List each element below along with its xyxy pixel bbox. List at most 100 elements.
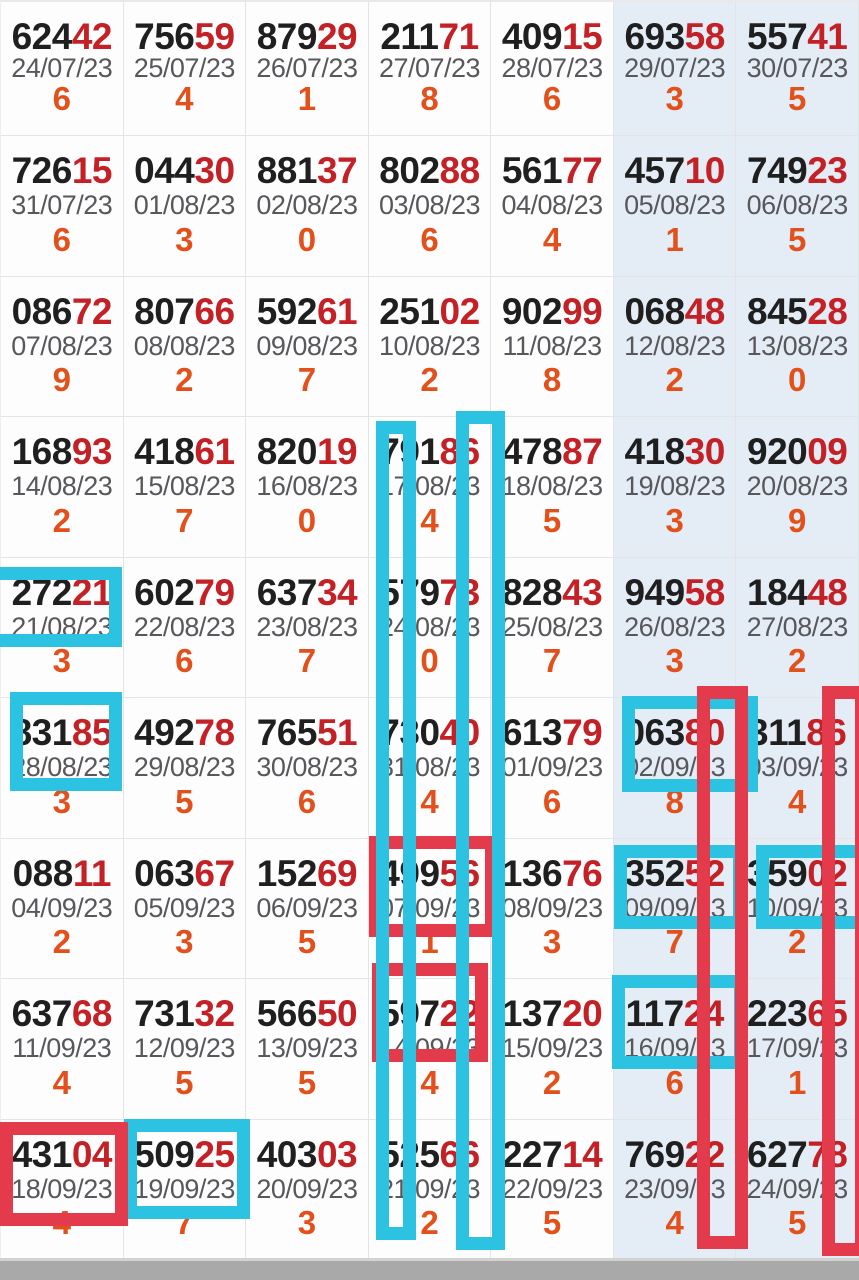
result-number-suffix: 69 [316, 852, 358, 894]
result-cell: 62442 24/07/23 6 [1, 2, 124, 136]
result-cell: 56650 13/09/23 5 [246, 979, 369, 1120]
result-number-suffix: 58 [684, 16, 726, 57]
result-number-suffix: 50 [316, 993, 358, 1034]
highlight-red-43104 [0, 1122, 128, 1226]
result-date: 20/09/23 [256, 1173, 358, 1204]
result-number: 25102 [379, 290, 480, 332]
result-number-suffix: 32 [194, 993, 235, 1034]
result-digit: 2 [788, 642, 807, 679]
result-digit: 7 [175, 501, 194, 539]
result-date: 26/08/23 [624, 611, 726, 642]
result-number-suffix: 78 [194, 712, 235, 753]
result-date: 01/08/23 [133, 190, 236, 221]
result-number: 22714 [502, 1136, 603, 1173]
result-number: 84528 [747, 290, 848, 332]
result-number-prefix: 418 [134, 431, 195, 472]
result-digit: 3 [175, 220, 194, 258]
result-digit: 3 [297, 1204, 317, 1241]
result-number: 73132 [134, 993, 235, 1034]
result-date: 14/08/23 [11, 471, 113, 502]
result-number: 41861 [134, 431, 235, 472]
result-number-prefix: 769 [624, 1133, 685, 1175]
result-number-suffix: 72 [71, 290, 113, 332]
result-number: 13720 [501, 993, 603, 1034]
result-number-prefix: 592 [256, 290, 318, 332]
result-digit: 2 [542, 1063, 562, 1101]
result-number-suffix: 10 [684, 150, 726, 191]
result-date: 15/09/23 [501, 1033, 604, 1064]
result-date: 13/08/23 [746, 330, 849, 361]
result-number: 06367 [134, 855, 235, 892]
result-number: 90299 [502, 293, 603, 330]
result-digit: 4 [542, 220, 562, 258]
result-number-suffix: 11 [72, 852, 112, 894]
result-number-suffix: 59 [194, 16, 235, 57]
result-number-prefix: 352 [624, 852, 685, 894]
result-date: 12/08/23 [624, 330, 726, 361]
result-cell: 35252 09/09/23 7 [613, 838, 737, 979]
result-number: 56177 [502, 150, 603, 191]
result-number-prefix: 509 [134, 1133, 195, 1175]
result-digit: 4 [420, 501, 439, 539]
result-number: 60279 [134, 571, 235, 613]
result-cell: 63768 11/09/23 4 [1, 979, 124, 1120]
result-number-suffix: 34 [316, 571, 358, 613]
result-number-prefix: 184 [747, 571, 808, 613]
result-digit: 2 [52, 923, 71, 960]
result-number-suffix: 25 [194, 1133, 235, 1175]
result-number-suffix: 85 [71, 712, 113, 753]
result-date: 30/07/23 [746, 53, 849, 83]
result-digit: 1 [297, 80, 317, 117]
result-date: 24/07/23 [11, 53, 113, 83]
highlight-cyan-83185 [10, 692, 122, 791]
result-cell: 21171 27/07/23 8 [368, 2, 492, 136]
result-number-prefix: 613 [501, 712, 563, 753]
result-date: 01/09/23 [501, 752, 604, 783]
result-date: 04/08/23 [501, 190, 604, 221]
result-number-prefix: 756 [134, 16, 195, 57]
result-number-suffix: 77 [562, 150, 603, 191]
result-number: 16893 [12, 433, 113, 470]
result-cell: 69358 29/07/23 3 [613, 2, 737, 136]
result-number-prefix: 431 [11, 1133, 73, 1175]
highlight-cyan-50925 [124, 1119, 250, 1219]
result-digit: 2 [52, 501, 71, 539]
result-number-prefix: 136 [501, 852, 563, 894]
result-number: 08811 [13, 852, 112, 894]
result-number-prefix: 211 [380, 16, 439, 57]
result-digit: 4 [420, 782, 439, 820]
result-digit: 5 [175, 1063, 194, 1101]
result-digit: 2 [420, 1204, 439, 1241]
highlight-cyan-column4-band-left [376, 421, 416, 1240]
result-cell: 13676 08/09/23 3 [491, 838, 614, 979]
result-date: 30/08/23 [256, 752, 358, 783]
result-date: 19/09/23 [133, 1173, 236, 1204]
result-date: 04/09/23 [11, 892, 113, 923]
result-cell: 63734 23/08/23 7 [246, 557, 369, 698]
result-cell: 41830 19/08/23 3 [613, 417, 737, 558]
result-number-suffix: 20 [562, 993, 603, 1034]
result-number: 49278 [134, 712, 235, 753]
result-cell: 06848 12/08/23 2 [613, 276, 737, 417]
result-cell: 22365 17/09/23 1 [736, 979, 859, 1120]
result-number-prefix: 251 [379, 290, 440, 332]
result-cell: 76922 23/09/23 4 [613, 1119, 737, 1260]
result-date: 03/08/23 [378, 190, 481, 221]
result-cell: 49278 29/08/23 5 [123, 698, 247, 839]
result-digit: 3 [665, 642, 684, 679]
result-number-prefix: 152 [256, 852, 318, 894]
result-number-prefix: 802 [379, 150, 440, 191]
result-number-prefix: 731 [134, 993, 195, 1034]
result-cell: 75659 25/07/23 4 [123, 2, 247, 136]
result-number-suffix: 28 [807, 290, 848, 332]
result-number-suffix: 79 [194, 571, 235, 613]
result-number-prefix: 566 [256, 993, 318, 1034]
highlight-red-column7-band [822, 686, 859, 1256]
result-number-prefix: 949 [624, 571, 685, 613]
result-number-suffix: 23 [807, 150, 848, 191]
result-date: 09/08/23 [256, 330, 358, 361]
result-number-prefix: 137 [501, 993, 563, 1034]
result-digit: 7 [542, 642, 562, 679]
result-number-suffix: 58 [684, 571, 726, 613]
